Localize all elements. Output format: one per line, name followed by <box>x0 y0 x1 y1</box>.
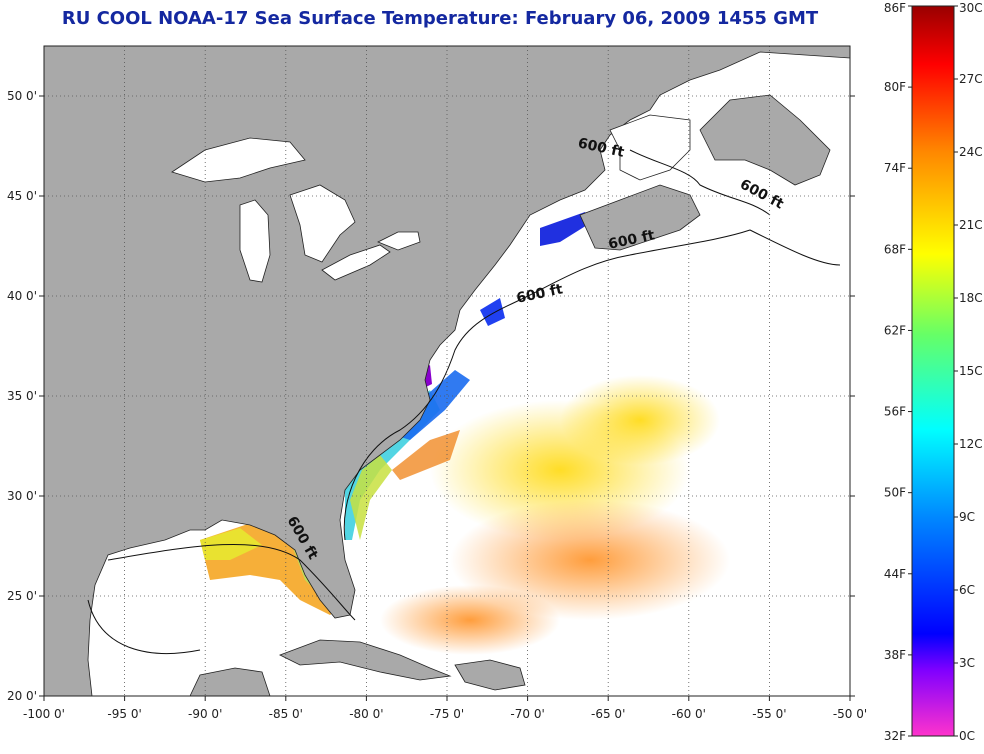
colorbar-label-f: 80F <box>884 80 906 94</box>
map-title: RU COOL NOAA-17 Sea Surface Temperature:… <box>61 8 819 29</box>
colorbar-label-f: 62F <box>884 323 906 337</box>
lat-lon-grid <box>44 46 850 696</box>
lon-tick-label: -95 0' <box>107 707 141 721</box>
lat-tick-label: 35 0' <box>7 389 37 403</box>
colorbar-label-f: 50F <box>884 486 906 500</box>
lat-tick-label: 50 0' <box>7 89 37 103</box>
lon-tick-label: -70 0' <box>510 707 544 721</box>
colorbar-labels: 86F 80F 74F 68F 62F 56F 50F 44F 38F 32F 30C 27C 24C 2… <box>884 1 983 743</box>
colorbar-label-f: 68F <box>884 242 906 256</box>
lon-tick-label: -90 0' <box>188 707 222 721</box>
map-axes: -100 0' -95 0' -90 0' -85 0' -80 0' -75 0' -70… <box>7 89 867 721</box>
colorbar: 86F 80F 74F 68F 62F 56F 50F 44F 38F 32F 30C 27C 24C 2… <box>884 1 983 743</box>
lat-tick-label: 40 0' <box>7 289 37 303</box>
lon-tick-label: -75 0' <box>430 707 464 721</box>
lat-tick-label: 45 0' <box>7 189 37 203</box>
colorbar-label-c: 30C <box>959 1 983 15</box>
colorbar-label-c: 12C <box>959 437 983 451</box>
lat-tick-label: 25 0' <box>7 589 37 603</box>
lake-ontario <box>377 231 421 251</box>
sst-data-layer <box>200 212 730 655</box>
colorbar-label-c: 0C <box>959 729 975 743</box>
colorbar-label-c: 9C <box>959 510 975 524</box>
colorbar-label-f: 86F <box>884 1 906 15</box>
colorbar-label-c: 21C <box>959 218 983 232</box>
lat-tick-label: 20 0' <box>7 689 37 703</box>
colorbar-label-c: 24C <box>959 145 983 159</box>
lon-tick-label: -55 0' <box>752 707 786 721</box>
lon-tick-label: -80 0' <box>349 707 383 721</box>
lake-huron <box>289 184 356 263</box>
map-plot-area <box>44 46 850 696</box>
colorbar-label-f: 32F <box>884 729 906 743</box>
colorbar-label-f: 74F <box>884 161 906 175</box>
cuba-land <box>279 639 452 681</box>
colorbar-label-c: 27C <box>959 72 983 86</box>
lon-tick-label: -65 0' <box>591 707 625 721</box>
newfoundland-land <box>699 94 831 186</box>
lakes-layer <box>171 114 691 283</box>
lake-michigan <box>239 199 271 283</box>
colorbar-label-f: 56F <box>884 405 906 419</box>
colorbar-label-c: 3C <box>959 656 975 670</box>
colorbar-gradient <box>911 5 955 737</box>
lon-tick-label: -60 0' <box>672 707 706 721</box>
lon-tick-label: -85 0' <box>269 707 303 721</box>
colorbar-label-c: 6C <box>959 583 975 597</box>
gulf-of-st-lawrence <box>609 114 691 181</box>
nova-scotia-land <box>579 184 701 251</box>
hispaniola-land <box>454 659 526 691</box>
lat-tick-label: 30 0' <box>7 489 37 503</box>
colorbar-label-f: 38F <box>884 648 906 662</box>
isobath-600ft <box>87 149 841 654</box>
colorbar-label-c: 18C <box>959 291 983 305</box>
colorbar-label-c: 15C <box>959 364 983 378</box>
colorbar-label-f: 44F <box>884 567 906 581</box>
lon-tick-label: -50 0' <box>833 707 867 721</box>
lon-tick-label: -100 0' <box>23 707 65 721</box>
lake-erie <box>321 244 391 281</box>
yucatan-land <box>189 667 271 696</box>
